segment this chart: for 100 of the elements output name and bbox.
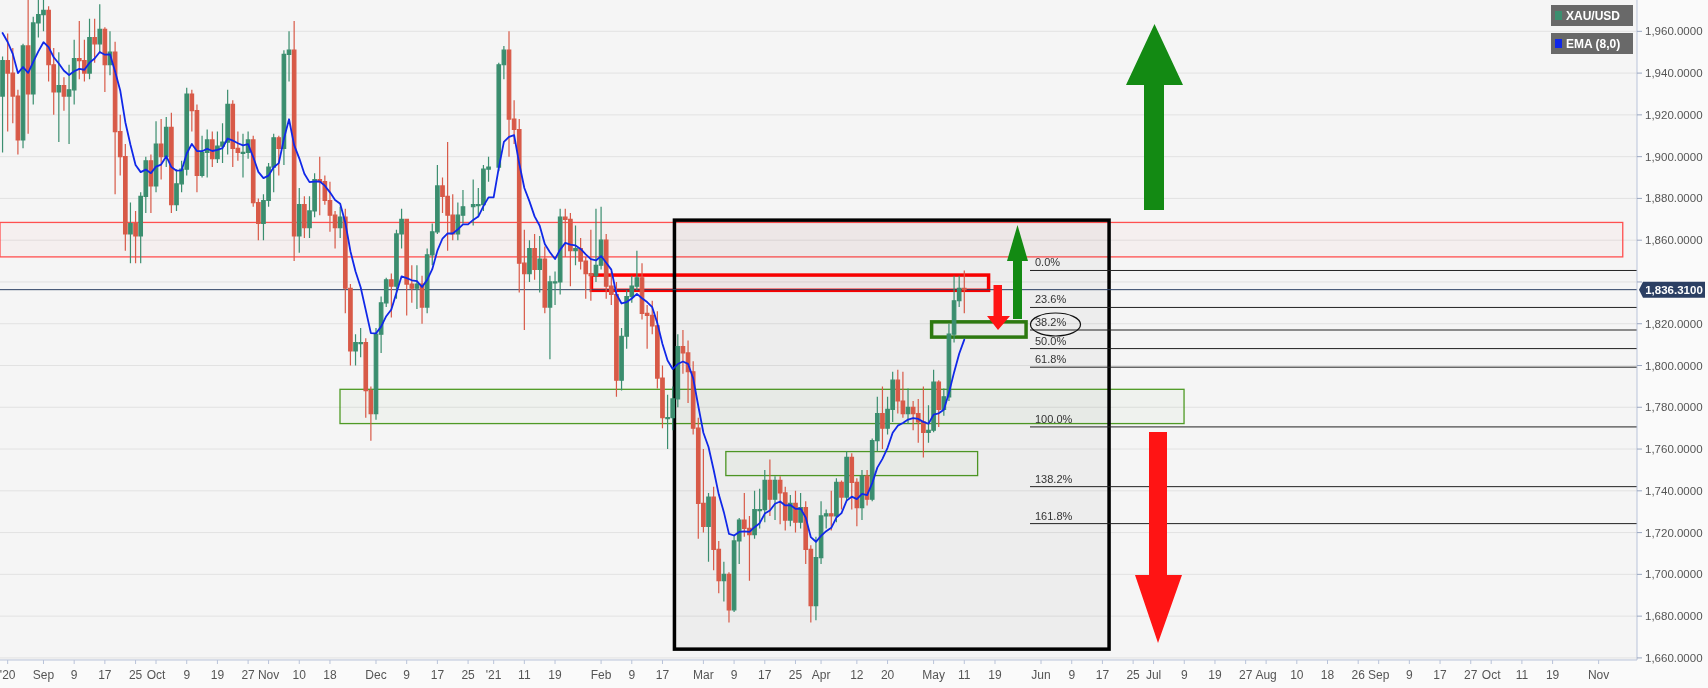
x-tick-label: Nov — [1587, 668, 1610, 682]
x-tick-label: 18 — [1320, 668, 1335, 682]
y-tick-label: 1,800.0000 — [1645, 359, 1703, 372]
candlestick — [532, 233, 537, 281]
candlestick — [706, 492, 711, 563]
x-tick-label: 17 — [430, 668, 445, 682]
candlestick — [788, 494, 793, 527]
x-tick-label: 26 — [1351, 668, 1366, 682]
candlestick — [25, 0, 31, 135]
candlestick — [419, 275, 425, 325]
candlestick — [5, 32, 11, 133]
candlestick — [169, 112, 174, 214]
ref-line-label: 1,836.3100 — [1645, 283, 1703, 296]
y-tick-label: 1,960.0000 — [1645, 25, 1703, 38]
legend-label: EMA (8,0) — [1566, 36, 1621, 51]
annotation: 50.0% — [1035, 334, 1067, 347]
y-tick-label: 1,860.0000 — [1645, 234, 1703, 247]
candlestick — [56, 51, 62, 143]
x-tick-label: 20 — [880, 668, 895, 682]
x-tick-label: Nov — [257, 668, 280, 682]
candlestick — [296, 187, 302, 254]
candlestick — [128, 201, 133, 264]
x-tick-label: Mar — [693, 668, 714, 682]
x-tick-label: 17 — [98, 668, 112, 682]
annotation: 138.2% — [1035, 472, 1073, 485]
candlestick — [880, 385, 885, 450]
candlestick — [133, 210, 138, 264]
candlestick — [153, 120, 159, 193]
y-tick-label: 1,780.0000 — [1645, 401, 1703, 414]
x-tick-label: 25 — [461, 668, 476, 682]
x-tick-label: 9 — [1180, 668, 1188, 682]
candlestick — [230, 99, 236, 168]
x-tick-label: 9 — [730, 668, 738, 682]
x-tick-label: 9 — [1068, 668, 1076, 682]
y-tick-label: 1,900.0000 — [1645, 150, 1703, 163]
x-tick-label: Apr — [811, 668, 831, 682]
x-tick-label: 12 — [850, 668, 864, 682]
x-tick-label: 17 — [1095, 668, 1110, 682]
candlestick — [839, 479, 844, 511]
candlestick — [936, 379, 942, 428]
line-series — [1, 32, 966, 543]
y-tick-label: 1,940.0000 — [1645, 67, 1703, 80]
candlestick — [276, 135, 282, 177]
x-tick-label: 19 — [548, 668, 563, 682]
x-tick-label: 10 — [292, 668, 307, 682]
x-tick-label: 19 — [1545, 668, 1560, 682]
annotation: 38.2% — [1035, 316, 1067, 328]
y-tick-label: 1,720.0000 — [1645, 526, 1703, 539]
annotation: 100.0% — [1035, 412, 1073, 425]
x-tick-label: '20 — [0, 668, 16, 682]
candlestick — [905, 387, 911, 425]
x-tick-label: 17 — [1433, 668, 1448, 682]
x-tick-label: 19 — [988, 668, 1002, 682]
candlestick — [302, 195, 307, 239]
x-tick-label: Oct — [146, 668, 167, 682]
candlestick — [337, 206, 343, 239]
annotation: 0.0% — [1035, 256, 1061, 269]
candlestick — [537, 235, 543, 294]
x-tick-label: 11 — [518, 668, 531, 682]
candlestick — [204, 128, 210, 179]
candlestick — [389, 273, 394, 319]
x-tick-label: Jul — [1145, 668, 1162, 682]
x-tick-label: 19 — [1208, 668, 1222, 682]
y-tick-label: 1,760.0000 — [1645, 443, 1703, 456]
x-tick-label: 25 — [128, 668, 143, 682]
x-tick-label: 27 — [1464, 668, 1478, 682]
x-tick-label: 9 — [628, 668, 636, 682]
x-tick-label: 19 — [210, 668, 225, 682]
candlestick — [291, 20, 297, 262]
y-tick-label: 1,880.0000 — [1645, 192, 1703, 205]
y-tick-label: 1,820.0000 — [1645, 317, 1703, 330]
candlestick — [772, 475, 778, 521]
candlestick — [317, 156, 323, 216]
x-tick-label: '21 — [485, 668, 502, 682]
x-tick-label: Jun — [1031, 668, 1051, 682]
candlestick — [163, 116, 169, 168]
y-tick-label: 1,680.0000 — [1645, 610, 1703, 623]
x-tick-label: 27 — [1238, 668, 1253, 682]
candlestick — [209, 130, 215, 168]
annotation: 161.8% — [1035, 509, 1073, 522]
y-tick-label: 1,920.0000 — [1645, 108, 1703, 121]
candlestick — [834, 477, 839, 523]
x-tick-label: 11 — [958, 668, 971, 682]
candlestick — [767, 458, 773, 517]
x-tick-label: Oct — [1481, 668, 1502, 682]
candlestick — [225, 89, 230, 156]
x-tick-label: 25 — [1126, 668, 1141, 682]
x-tick-label: 10 — [1290, 668, 1304, 682]
candlestick — [102, 26, 108, 93]
legend-label: XAU/USD — [1566, 8, 1621, 23]
x-tick-label: 9 — [403, 668, 411, 682]
candlestick — [721, 561, 727, 603]
y-tick-label: 1,740.0000 — [1645, 484, 1703, 497]
candlestick — [793, 490, 798, 534]
candlestick — [0, 55, 5, 154]
candlestick — [593, 208, 599, 283]
candlestick — [547, 275, 553, 360]
candlestick — [87, 18, 92, 80]
annotation: 23.6% — [1035, 293, 1067, 306]
x-tick-label: 18 — [323, 668, 337, 682]
